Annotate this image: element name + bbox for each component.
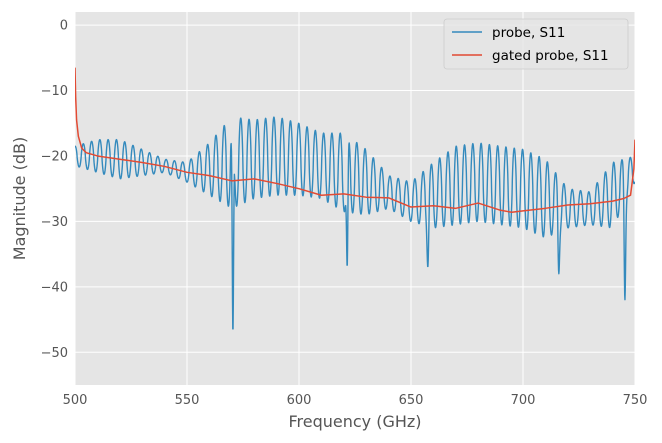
- legend-label-probe: probe, S11: [492, 25, 565, 41]
- y-tick-label: −10: [41, 84, 68, 99]
- x-tick-label: 650: [399, 393, 424, 408]
- y-tick-label: 0: [60, 19, 68, 34]
- legend-label-gated-probe: gated probe, S11: [492, 48, 609, 64]
- y-tick-label: −50: [41, 346, 68, 361]
- y-axis-label: Magnitude (dB): [10, 137, 29, 260]
- x-tick-label: 750: [623, 393, 648, 408]
- y-tick-label: −40: [41, 280, 68, 295]
- series-line-gated-probe: [75, 67, 635, 213]
- legend-box: [443, 18, 629, 70]
- x-tick-label: 600: [287, 393, 312, 408]
- tick-labels: 500 550 600 650 700 750 0 −10 −20 −30 −40 −50: [41, 19, 648, 408]
- x-tick-label: 500: [63, 393, 88, 408]
- series-layer: [75, 67, 635, 330]
- y-tick-label: −30: [41, 215, 68, 230]
- legend: probe, S11 gated probe, S11: [443, 18, 629, 70]
- x-tick-label: 550: [175, 393, 200, 408]
- x-tick-label: 700: [511, 393, 536, 408]
- y-tick-label: −20: [41, 149, 68, 164]
- x-axis-label: Frequency (GHz): [288, 412, 421, 431]
